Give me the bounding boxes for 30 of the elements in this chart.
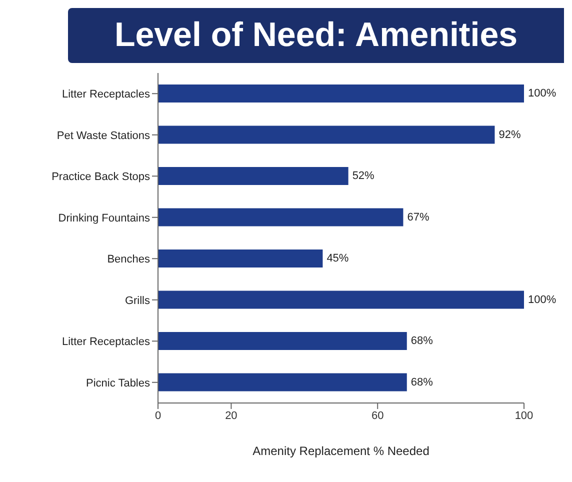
data-label: 68%	[410, 376, 434, 388]
y-tick-label: Practice Back Stops	[52, 171, 150, 184]
y-tick-label: Picnic Tables	[86, 377, 150, 390]
data-label: 45%	[326, 252, 349, 265]
y-tick-label: Benches	[107, 254, 150, 266]
bar	[158, 208, 404, 226]
x-tick-label: 20	[225, 410, 238, 422]
y-tick-label: Litter Receptacles	[62, 88, 150, 101]
data-label: 52%	[352, 170, 375, 182]
x-tick-label: 0	[154, 410, 162, 422]
y-tick-label: Grills	[124, 294, 150, 307]
bar	[158, 84, 524, 103]
chart-title: Level of Need: Amenities	[68, 8, 564, 63]
data-label: 92%	[498, 128, 521, 141]
data-label: 67%	[407, 211, 430, 224]
y-tick-label: Pet Waste Stations	[56, 130, 150, 142]
bar	[158, 332, 407, 350]
data-label: 100%	[528, 294, 556, 306]
y-tick-label: Drinking Fountains	[58, 212, 150, 224]
x-tick-label: 100	[514, 410, 534, 422]
data-label: 100%	[528, 88, 556, 100]
data-label: 68%	[410, 335, 434, 348]
bar	[158, 250, 323, 268]
bar	[158, 126, 495, 144]
bar	[158, 373, 407, 392]
x-tick-label: 60	[371, 410, 384, 422]
bar	[158, 290, 524, 309]
bar	[158, 167, 348, 186]
x-axis-title: Amenity Replacement % Needed	[252, 444, 430, 458]
y-tick-label: Litter Receptacles	[62, 336, 150, 348]
